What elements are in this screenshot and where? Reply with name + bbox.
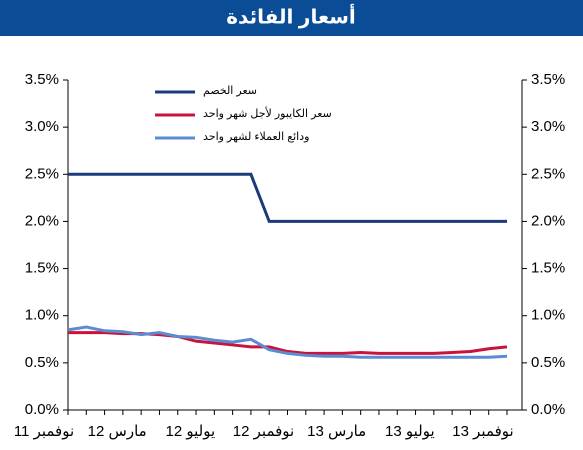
- y-tick-label: 0.5%: [25, 354, 59, 371]
- y2-tick-label: 3.5%: [531, 71, 565, 88]
- y-tick-label: 2.5%: [25, 165, 59, 182]
- x-tick-label: مارس 12: [88, 423, 147, 440]
- y2-tick-label: 0.5%: [531, 354, 565, 371]
- y2-tick-label: 2.0%: [531, 212, 565, 229]
- line-series: [68, 172, 507, 223]
- y-tick-label: 0.0%: [25, 401, 59, 418]
- y2-tick-label: 0.0%: [531, 401, 565, 418]
- x-tick-label: يوليو 12: [166, 423, 216, 440]
- line-series: [67, 325, 508, 359]
- x-tick-label: نوفمبر 13: [452, 423, 513, 440]
- y-tick-label: 2.0%: [25, 212, 59, 229]
- x-tick-label: نوفمبر 12: [233, 423, 294, 440]
- y-tick-label: 3.5%: [25, 71, 59, 88]
- x-tick-label: مارس 13: [307, 423, 366, 440]
- y-tick-label: 3.0%: [25, 118, 59, 135]
- x-tick-label: نوفمبر 11: [14, 423, 74, 440]
- legend-label: سعر الخصم: [203, 85, 257, 97]
- y2-tick-label: 1.0%: [531, 307, 565, 324]
- legend-label: سعر الكايبور لأجل شهر واحد: [203, 106, 332, 120]
- line-series: [68, 331, 508, 355]
- legend-label: ودائع العملاء لشهر واحد: [203, 131, 309, 143]
- y-tick-label: 1.5%: [25, 260, 59, 277]
- y2-tick-label: 1.5%: [531, 260, 565, 277]
- y2-tick-label: 2.5%: [531, 165, 565, 182]
- y-tick-label: 1.0%: [25, 307, 59, 324]
- chart-title: أسعار الفائدة: [226, 2, 356, 28]
- y2-tick-label: 3.0%: [531, 118, 565, 135]
- x-tick-label: يوليو 13: [385, 423, 435, 440]
- title-bar: [0, 0, 583, 36]
